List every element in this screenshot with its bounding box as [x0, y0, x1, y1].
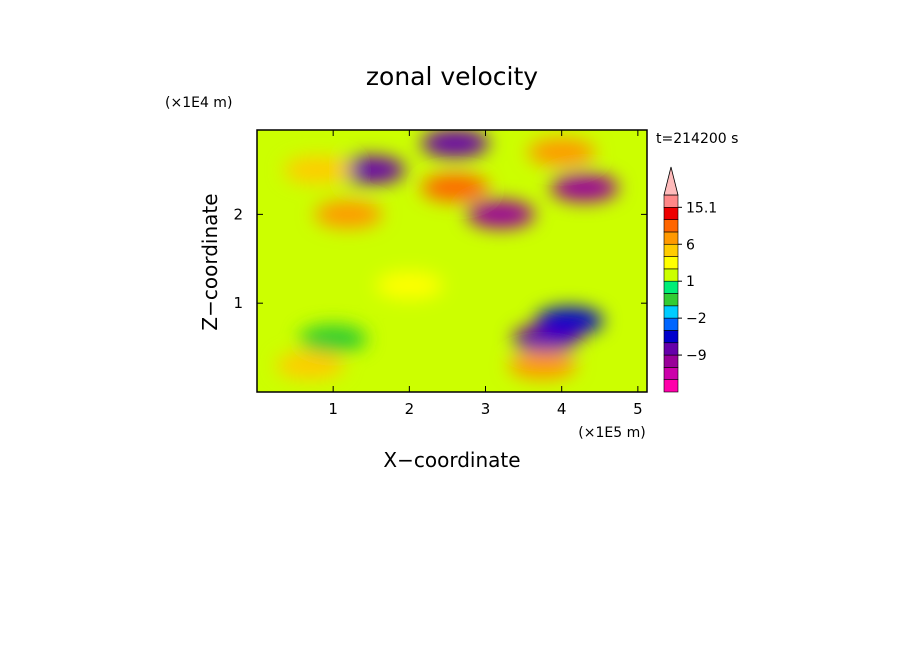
field-feature: [550, 173, 619, 202]
field-feature: [421, 130, 490, 158]
colorbar-band: [663, 256, 679, 270]
colorbar-band: [663, 379, 679, 393]
colorbar-band: [663, 330, 679, 344]
x-tick-label: 3: [481, 400, 491, 418]
colorbar-tick-label: −9: [686, 348, 707, 364]
x-tick-label: 4: [557, 400, 567, 418]
colorbar-tick-label: 6: [686, 237, 695, 253]
chart-title: zonal velocity: [366, 62, 538, 91]
colorbar-band: [663, 231, 679, 245]
field-feature: [375, 271, 444, 300]
x-axis: 1 2 3 4 5: [328, 130, 643, 418]
field-feature: [299, 324, 368, 353]
colorbar-band: [663, 194, 679, 208]
colorbar: 15.1 6 1 −2 −9: [663, 166, 717, 393]
y-tick-label: 1: [233, 294, 243, 312]
time-label: t=214200 s: [656, 131, 738, 147]
field-feature: [466, 200, 535, 229]
y-tick-label: 2: [233, 205, 243, 223]
x-axis-label: X−coordinate: [383, 448, 520, 472]
colorbar-tick-label: 15.1: [686, 200, 717, 216]
colorbar-tick-label: 1: [686, 274, 695, 290]
colorbar-band: [663, 305, 679, 319]
field-feature: [314, 200, 383, 229]
colorbar-band: [663, 243, 679, 257]
field-features: [276, 130, 619, 380]
colorbar-extend-arrow: [663, 166, 679, 196]
field-feature: [527, 138, 596, 167]
field-feature: [421, 173, 490, 202]
colorbar-band: [663, 207, 679, 220]
field-feature: [337, 155, 406, 184]
colorbar-band: [663, 354, 679, 368]
field-feature: [283, 155, 352, 184]
velocity-field: [257, 130, 647, 392]
colorbar-band: [663, 317, 679, 331]
colorbar-band: [663, 280, 679, 294]
field-feature: [276, 351, 345, 380]
x-tick-label: 5: [633, 400, 643, 418]
field-feature: [508, 351, 577, 380]
colorbar-band: [663, 293, 679, 307]
x-scale-label: (×1E5 m): [578, 425, 645, 441]
colorbar-band: [663, 268, 679, 282]
y-scale-label: (×1E4 m): [165, 95, 232, 111]
y-axis: 12: [233, 205, 647, 312]
plot-frame: [256, 129, 648, 393]
colorbar-band: [663, 219, 679, 233]
colorbar-band: [663, 367, 679, 380]
x-tick-label: 1: [328, 400, 338, 418]
field-feature: [535, 306, 604, 335]
x-tick-label: 2: [405, 400, 415, 418]
y-axis-label: Z−coordinate: [198, 193, 222, 330]
colorbar-band: [663, 342, 679, 356]
colorbar-tick-label: −2: [686, 311, 707, 327]
